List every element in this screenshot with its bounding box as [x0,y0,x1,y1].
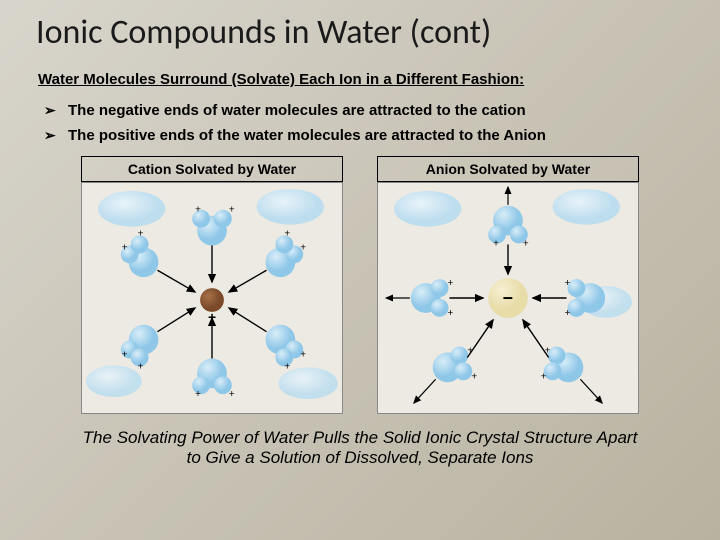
cation-diagram-label: Cation Solvated by Water [81,156,343,182]
svg-text:+: + [541,371,547,382]
svg-text:+: + [471,371,477,382]
svg-text:+: + [565,278,571,289]
anion-diagram: Anion Solvated by Water [377,156,639,414]
water-molecule: ++ [192,205,235,282]
svg-text:+: + [195,389,201,400]
svg-text:+: + [300,242,306,253]
svg-text:+: + [284,361,290,372]
svg-text:+: + [122,242,128,253]
bullet-item: The negative ends of water molecules are… [44,102,690,119]
svg-text:+: + [523,238,529,249]
svg-text:+: + [448,308,454,319]
bullet-item: The positive ends of the water molecules… [44,127,690,144]
cation-diagram: Cation Solvated by Water [81,156,343,414]
slide-title: Ionic Compounds in Water (cont) [30,12,690,53]
svg-text:+: + [565,308,571,319]
svg-text:+: + [229,205,235,216]
svg-text:+: + [138,229,144,240]
svg-text:+: + [138,361,144,372]
svg-text:+: + [448,278,454,289]
svg-text:+: + [229,389,235,400]
slide-subheading: Water Molecules Surround (Solvate) Each … [30,71,690,88]
slide-container: Ionic Compounds in Water (cont) Water Mo… [0,0,720,479]
svg-text:+: + [122,349,128,360]
anion-diagram-label: Anion Solvated by Water [377,156,639,182]
anion-diagram-svg: − + + + + [377,182,639,414]
svg-text:+: + [284,229,290,240]
footer-caption: The Solvating Power of Water Pulls the S… [30,428,690,469]
svg-text:+: + [195,205,201,216]
diagram-row: Cation Solvated by Water [30,156,690,414]
svg-text:+: + [300,349,306,360]
bullet-list: The negative ends of water molecules are… [30,102,690,144]
svg-text:−: − [503,288,513,308]
cation-diagram-svg: + ++ ++ [81,182,343,414]
svg-text:+: + [493,238,499,249]
